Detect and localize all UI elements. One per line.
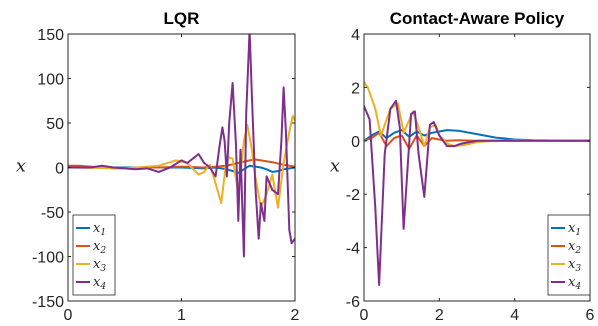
x-tick-label: 0 bbox=[360, 307, 369, 324]
series-group bbox=[364, 81, 590, 286]
series-line-x2 bbox=[364, 131, 590, 150]
y-tick-label: 150 bbox=[37, 27, 64, 44]
y-tick-label: 0 bbox=[351, 134, 360, 151]
legend-label-x1: x1 bbox=[568, 221, 581, 238]
y-axis-label: x bbox=[330, 156, 340, 177]
legend-label-x1: x1 bbox=[93, 221, 106, 238]
chart-2: 0 2 4 6 -6 -4 -2 0 2 4 Contact-Aware Policy x x1x2x3… bbox=[330, 9, 595, 324]
legend-label-x2: x2 bbox=[568, 239, 581, 256]
y-tick-label: 0 bbox=[55, 161, 64, 178]
series-line-x4 bbox=[364, 99, 590, 286]
legend-label-x3: x3 bbox=[568, 257, 581, 274]
y-tick-label: -150 bbox=[32, 294, 64, 311]
chart-title: LQR bbox=[164, 9, 200, 28]
y-tick-label: -2 bbox=[346, 187, 360, 204]
y-tick-label: -6 bbox=[346, 294, 360, 311]
y-axis-label: x bbox=[16, 156, 26, 177]
axes-box bbox=[363, 33, 591, 302]
x-tick-label: 1 bbox=[177, 307, 186, 324]
legend-label-x3: x3 bbox=[93, 257, 106, 274]
series-group bbox=[68, 34, 295, 258]
y-tick-label: 100 bbox=[37, 72, 64, 89]
y-tick-label: -100 bbox=[32, 250, 64, 267]
y-tick-label: 2 bbox=[351, 80, 360, 97]
legend-label-x4: x4 bbox=[568, 275, 581, 292]
y-tick-label: -50 bbox=[41, 205, 64, 222]
x-tick-label: 0 bbox=[64, 307, 73, 324]
x-tick-label: 2 bbox=[291, 307, 300, 324]
x-tick-label: 4 bbox=[510, 307, 519, 324]
y-tick-label: -4 bbox=[346, 241, 360, 258]
legend-label-x4: x4 bbox=[93, 275, 106, 292]
y-tick-label: 50 bbox=[46, 116, 64, 133]
legend-label-x2: x2 bbox=[93, 239, 106, 256]
chart-title: Contact-Aware Policy bbox=[390, 9, 565, 28]
x-tick-label: 2 bbox=[435, 307, 444, 324]
y-tick-label: 4 bbox=[351, 27, 360, 44]
x-tick-label: 6 bbox=[586, 307, 595, 324]
series-line-x4 bbox=[68, 34, 295, 258]
